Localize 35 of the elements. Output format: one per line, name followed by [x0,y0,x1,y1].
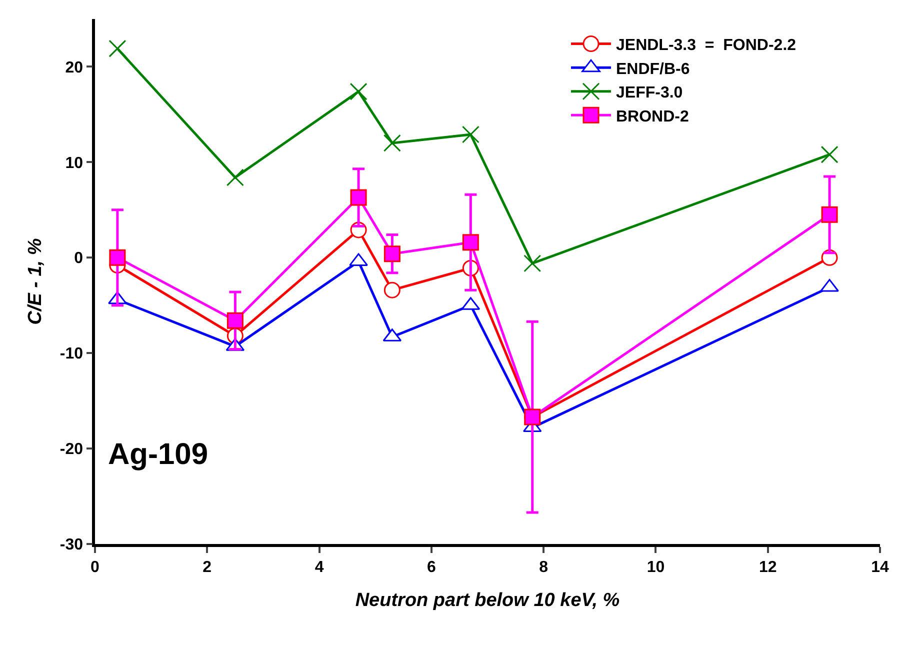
point [820,146,838,164]
point [226,168,244,186]
x-tick-label: 10 [646,558,665,576]
point [384,246,400,262]
point [108,40,126,58]
point [524,254,542,272]
x-tick-label: 2 [202,558,212,576]
point [226,312,244,329]
legend-label: BROND-2 [616,108,689,126]
x-tick-label: 0 [90,558,100,576]
annotation: Ag-109 [108,438,208,471]
y-tick-label: 20 [65,59,84,76]
legend-label: JEFF-3.0 [616,84,683,102]
point [821,206,838,223]
point [383,134,401,152]
point [462,234,479,251]
y-tick-label: 0 [74,250,84,268]
x-tick-label: 6 [426,558,436,576]
y-axis-title: C/E - 1, % [24,238,46,325]
legend-label: ENDF/B-6 [616,60,690,78]
point [350,189,367,206]
y-tick-label: -20 [60,441,84,458]
x-tick-label: 4 [314,558,324,576]
legend-label: JENDL-3.3 = FOND-2.2 [616,37,796,54]
point [462,126,480,144]
point [350,82,368,100]
point [384,282,400,298]
x-axis-title: Neutron part below 10 keV, % [355,590,620,611]
point [109,249,126,266]
x-tick-label: 14 [871,558,889,576]
x-tick-label: 12 [758,558,777,576]
x-tick-label: 8 [539,558,548,576]
y-tick-label: -10 [60,346,84,363]
y-tick-label: -30 [60,536,84,554]
y-tick-label: 10 [65,154,84,172]
